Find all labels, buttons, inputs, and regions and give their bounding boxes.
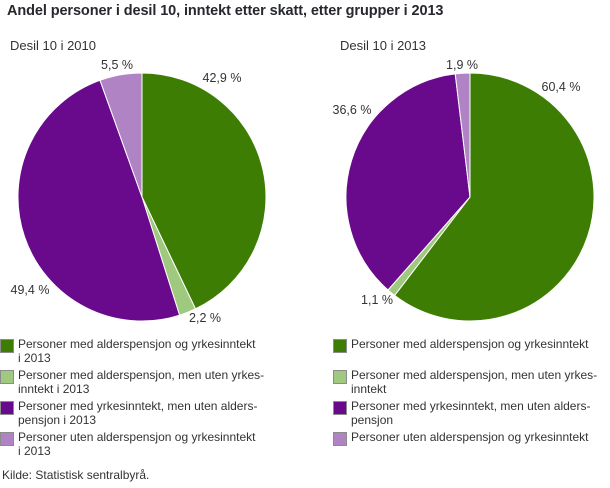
legend-item: Personer med alderspensjon, men uten yrk… <box>333 368 610 398</box>
pie-slice-label: 5,5 % <box>101 58 133 72</box>
pie-slice-label: 2,2 % <box>189 311 221 325</box>
pie-slice <box>454 72 471 198</box>
pie-slice <box>141 72 267 310</box>
source-note: Kilde: Statistisk sentralbyrå. <box>2 468 150 482</box>
legend-item: Personer med alderspensjon og yrkesinnte… <box>333 337 610 367</box>
pie-slice <box>17 79 181 322</box>
legend-label: Personer med alderspensjon og yrkesinnte… <box>18 337 256 365</box>
legend-item: Personer med yrkesinntekt, men uten alde… <box>333 399 610 429</box>
legend-swatch <box>0 432 14 446</box>
legend-label: Personer uten alderspensjon og yrkesinnt… <box>351 430 589 444</box>
pie-slice-label: 60,4 % <box>542 80 581 94</box>
pie-slice-label: 42,9 % <box>203 71 242 85</box>
pie-slice-label: 1,9 % <box>446 58 478 72</box>
legend-swatch <box>0 401 14 415</box>
pie-charts-canvas: 42,9 % 2,2 % 49,4 % 5,5 % 60,4 % 1,1 % 36,6 % 1… <box>11 58 595 325</box>
legend-item: Personer med alderspensjon og yrkesinnte… <box>0 337 306 367</box>
pie-2013-subtitle: Desil 10 i 2013 <box>340 38 426 53</box>
pie-2010-subtitle: Desil 10 i 2010 <box>10 38 96 53</box>
legend-swatch <box>0 370 14 384</box>
legend-label: Personer med alderspensjon, men uten yrk… <box>18 368 265 396</box>
legend-swatch <box>333 432 347 446</box>
legend-2013: Personer med alderspensjon og yrkesinnte… <box>333 337 610 462</box>
legend-swatch <box>333 401 347 415</box>
legend-item: Personer med yrkesinntekt, men uten alde… <box>0 399 306 429</box>
chart-title: Andel personer i desil 10, inntekt etter… <box>7 3 444 19</box>
legend-item: Personer uten alderspensjon og yrkesinnt… <box>333 430 610 460</box>
legend-2010: Personer med alderspensjon og yrkesinnte… <box>0 337 306 462</box>
legend-swatch <box>333 339 347 353</box>
legend-label: Personer med yrkesinntekt, men uten alde… <box>351 399 591 427</box>
pie-slice-label: 49,4 % <box>11 283 50 297</box>
legend-label: Personer med alderspensjon, men uten yrk… <box>351 368 598 396</box>
pie-slice <box>99 72 143 198</box>
legend-item: Personer uten alderspensjon og yrkesinnt… <box>0 430 306 460</box>
pie-slice-label: 1,1 % <box>361 293 393 307</box>
legend-item: Personer med alderspensjon, men uten yrk… <box>0 368 306 398</box>
legend-label: Personer med yrkesinntekt, men uten alde… <box>18 399 258 427</box>
legend-label: Personer med alderspensjon og yrkesinnte… <box>351 337 589 351</box>
legend-swatch <box>0 339 14 353</box>
pie-slice <box>345 73 471 291</box>
legend-swatch <box>333 370 347 384</box>
pie-slice-label: 36,6 % <box>333 103 372 117</box>
pie-slice <box>394 72 595 322</box>
pie-chart-2013: 60,4 % 1,1 % 36,6 % 1,9 % <box>333 58 595 322</box>
pie-chart-2010: 42,9 % 2,2 % 49,4 % 5,5 % <box>11 58 267 325</box>
legend-label: Personer uten alderspensjon og yrkesinnt… <box>18 430 256 458</box>
